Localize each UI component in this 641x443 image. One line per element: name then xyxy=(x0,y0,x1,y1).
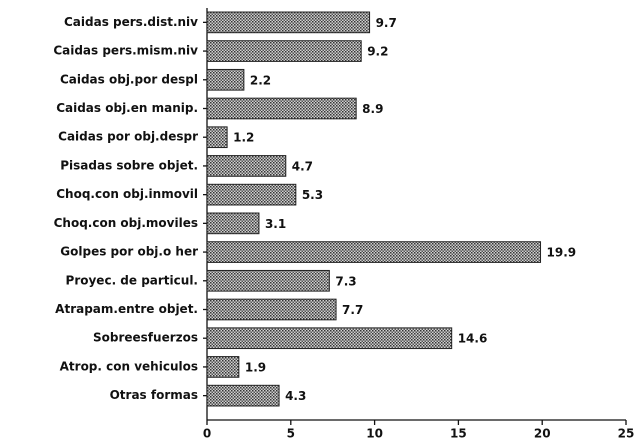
value-label: 7.7 xyxy=(342,303,363,317)
x-tick-label: 5 xyxy=(287,427,295,441)
bar xyxy=(206,155,287,177)
value-label: 9.7 xyxy=(376,16,397,30)
x-tick-label: 20 xyxy=(534,427,551,441)
x-tick-label: 0 xyxy=(203,427,211,441)
value-label: 2.2 xyxy=(250,73,271,87)
y-tick-label: Atrapam.entre objet. xyxy=(55,302,198,316)
y-tick-label: Caidas obj.en manip. xyxy=(56,101,198,115)
value-label: 3.1 xyxy=(265,217,286,231)
y-tick-label: Pisadas sobre objet. xyxy=(60,158,198,172)
value-label: 14.6 xyxy=(458,332,488,346)
bar xyxy=(206,269,330,292)
y-tick-label: Golpes por obj.o her xyxy=(60,245,198,259)
y-tick-label: Atrop. con vehiculos xyxy=(60,359,198,373)
y-tick-label: Otras formas xyxy=(110,388,198,402)
y-tick-label: Caidas pers.dist.niv xyxy=(64,15,198,29)
value-label: 8.9 xyxy=(362,102,383,116)
x-tick-label: 15 xyxy=(450,427,467,441)
value-label: 19.9 xyxy=(547,246,577,260)
bar xyxy=(206,327,453,350)
y-tick-label: Sobreesfuerzos xyxy=(93,331,198,345)
y-tick-label: Caidas pers.mism.niv xyxy=(53,44,198,58)
bar xyxy=(206,40,362,62)
value-label: 9.2 xyxy=(367,45,388,59)
bar xyxy=(206,241,542,263)
bar xyxy=(206,212,260,235)
x-tick-label: 25 xyxy=(618,427,635,441)
x-tick-label: 10 xyxy=(366,427,383,441)
bar xyxy=(206,356,240,378)
value-label: 5.3 xyxy=(302,188,323,202)
value-label: 4.3 xyxy=(285,389,306,403)
bar xyxy=(206,384,280,407)
y-tick-label: Caidas obj.por despl xyxy=(60,72,198,86)
bar xyxy=(206,68,245,91)
bar xyxy=(206,11,371,34)
y-tick-label: Proyec. de particul. xyxy=(66,273,198,287)
value-label: 4.7 xyxy=(292,159,313,173)
y-tick-label: Choq.con obj.inmovil xyxy=(56,187,198,201)
y-tick-label: Caidas por obj.despr xyxy=(58,130,198,144)
y-tick-label: Choq.con obj.moviles xyxy=(54,216,198,230)
bar xyxy=(206,183,297,206)
bar xyxy=(206,126,228,149)
value-label: 7.3 xyxy=(335,274,356,288)
bar xyxy=(206,97,357,120)
bar xyxy=(206,298,337,321)
value-label: 1.9 xyxy=(245,360,266,374)
value-label: 1.2 xyxy=(233,131,254,145)
